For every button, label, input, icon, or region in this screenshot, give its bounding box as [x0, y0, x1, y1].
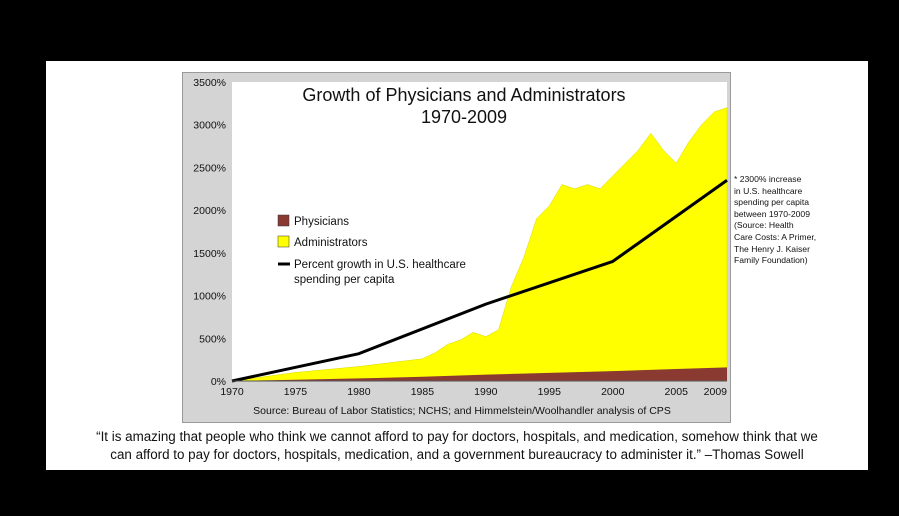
annotation-line: (Source: Health — [734, 220, 794, 231]
x-tick-label: 1975 — [284, 386, 308, 398]
x-tick-label: 1980 — [347, 386, 371, 398]
annotation-line: spending per capita — [734, 197, 810, 208]
x-tick-label: 1985 — [411, 386, 435, 398]
chart-svg: 0% 500% 1000% 1500% 2000% 2500% 3000% 3500% 197… — [193, 77, 728, 417]
x-axis-ticks: 1970 1975 1980 1985 1990 1995 2000 2005 2009 — [220, 386, 727, 398]
annotation-line: in U.S. healthcare — [734, 185, 803, 196]
annotation-line: Family Foundation) — [734, 255, 808, 266]
legend-swatch-physicians — [277, 214, 290, 227]
legend-label-physicians: Physicians — [294, 216, 349, 228]
y-tick-label: 2500% — [193, 162, 226, 174]
line-healthcare-spending — [231, 179, 728, 383]
legend: Physicians Administrators Percent growth… — [277, 214, 466, 286]
x-tick-label: 2000 — [601, 386, 625, 398]
y-tick-label: 1500% — [193, 248, 226, 260]
legend-label-administrators: Administrators — [294, 237, 368, 249]
y-tick-label: 3000% — [193, 120, 226, 132]
chart-subtitle: 1970-2009 — [421, 107, 507, 127]
y-tick-label: 2000% — [193, 205, 226, 217]
chart-source: Source: Bureau of Labor Statistics; NCHS… — [253, 405, 671, 417]
side-annotation: * 2300% increase in U.S. healthcare spen… — [734, 174, 844, 267]
legend-label-spending-line1: Percent growth in U.S. healthcare — [294, 259, 466, 271]
legend-swatch-administrators — [277, 235, 290, 248]
quote: “It is amazing that people who think we … — [52, 428, 862, 464]
quote-line: can afford to pay for doctors, hospitals… — [110, 447, 804, 462]
y-tick-label: 500% — [199, 333, 226, 345]
chart-title: Growth of Physicians and Administrators — [302, 85, 625, 105]
annotation-line: Care Costs: A Primer, — [734, 231, 817, 242]
y-tick-label: 1000% — [193, 291, 226, 303]
x-tick-label: 2009 — [704, 386, 728, 398]
annotation-line: * 2300% increase — [734, 174, 802, 184]
x-tick-label: 2005 — [665, 386, 689, 398]
x-tick-label: 1970 — [220, 386, 244, 398]
y-axis-ticks: 0% 500% 1000% 1500% 2000% 2500% 3000% 3500% — [193, 77, 226, 388]
annotation-line: between 1970-2009 — [734, 208, 810, 219]
annotation-line: The Henry J. Kaiser — [734, 243, 810, 254]
legend-label-spending-line2: spending per capita — [294, 274, 395, 286]
y-tick-label: 0% — [211, 376, 226, 388]
y-tick-label: 3500% — [193, 77, 226, 89]
area-administrators — [231, 107, 728, 382]
x-tick-label: 1990 — [474, 386, 498, 398]
area-physicians — [232, 367, 727, 381]
quote-line: “It is amazing that people who think we … — [96, 429, 818, 444]
plot-area — [231, 82, 728, 383]
x-tick-label: 1995 — [538, 386, 562, 398]
